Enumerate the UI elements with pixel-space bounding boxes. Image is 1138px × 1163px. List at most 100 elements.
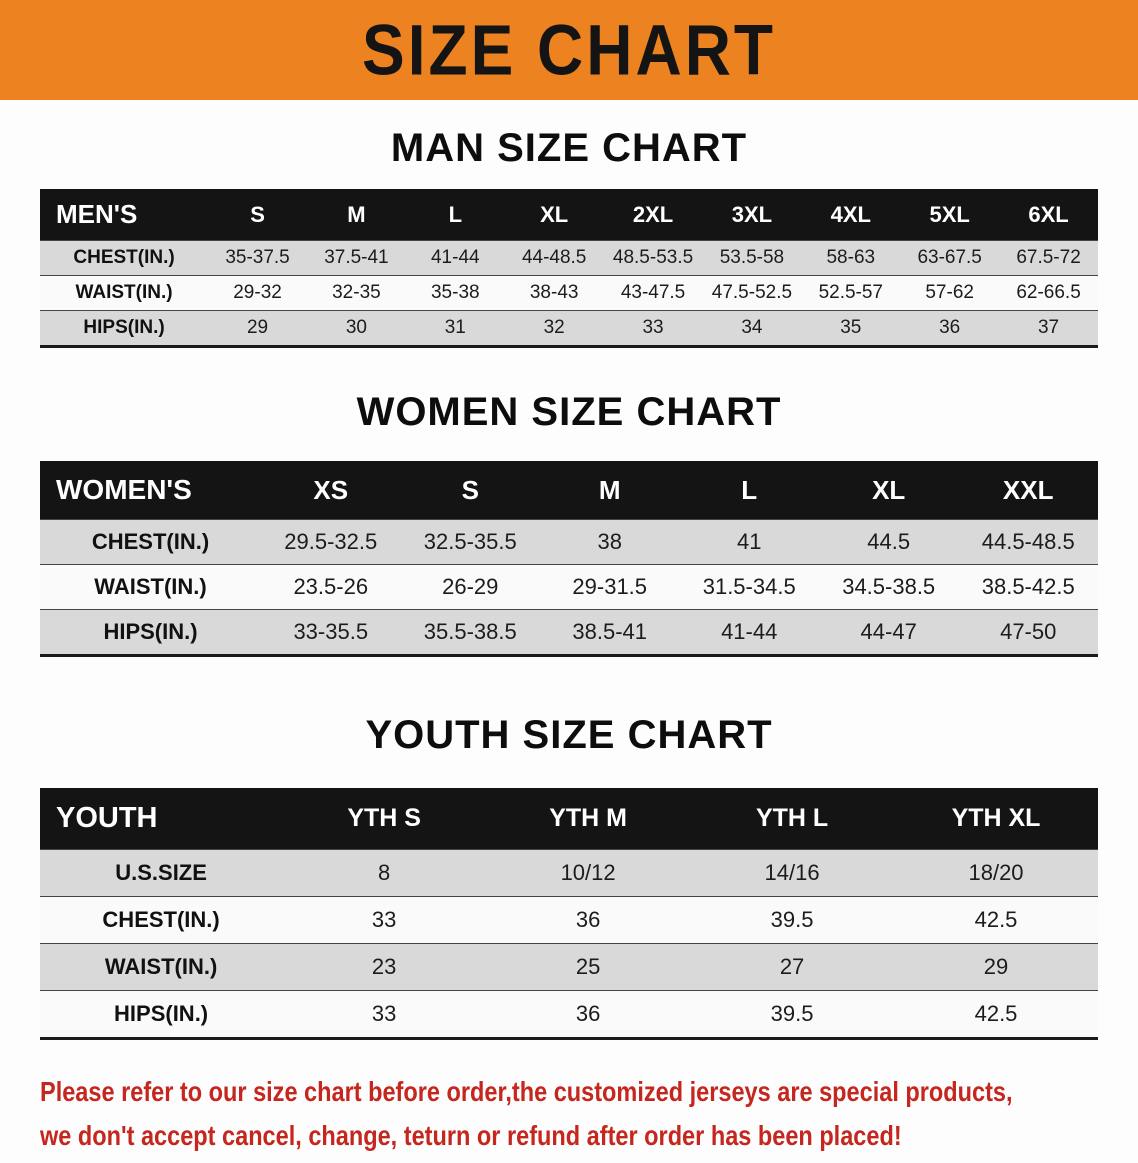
- youth-size-chart-section: YOUTH SIZE CHART YOUTH YTH S YTH M YTH L YTH …: [0, 713, 1138, 1040]
- value-cell: 18/20: [968, 860, 1024, 885]
- value-cell: 26-29: [442, 574, 499, 599]
- value-cell: 44-47: [860, 619, 917, 644]
- value-cell: 35.5-38.5: [423, 619, 517, 644]
- value-cell: 25: [575, 954, 601, 979]
- value-cell: 14/16: [764, 860, 820, 885]
- value-cell: 62-66.5: [1016, 282, 1081, 303]
- value-cell: 44-48.5: [521, 247, 587, 268]
- value-cell: 63-67.5: [917, 247, 982, 268]
- value-cell: 35: [840, 317, 862, 338]
- women-size-chart-section: WOMEN SIZE CHART WOMEN'S XS S M L XL XXL CHEST(I…: [0, 390, 1138, 657]
- value-cell: 44.5-48.5: [981, 529, 1075, 554]
- value-cell: 23: [371, 954, 397, 979]
- value-cell: 32-35: [332, 282, 381, 303]
- value-cell: 53.5-58: [719, 247, 785, 268]
- value-cell: 34: [741, 317, 763, 338]
- row-label-cell: CHEST(IN.): [73, 247, 175, 268]
- size-header-cell: XL: [872, 474, 906, 505]
- value-cell: 29: [983, 954, 1009, 979]
- size-header-cell: 4XL: [830, 201, 871, 227]
- value-cell: 29.5-32.5: [284, 529, 378, 554]
- size-header-cell: L: [741, 474, 758, 505]
- size-header-cell: 2XL: [632, 201, 674, 227]
- value-cell: 27: [779, 954, 805, 979]
- value-cell: 38-43: [529, 282, 579, 303]
- notice-line-2: we don't accept cancel, change, teturn o…: [40, 1120, 902, 1152]
- value-cell: 37: [1037, 317, 1060, 338]
- size-header-cell: YTH M: [549, 804, 627, 832]
- value-cell: 48.5-53.5: [612, 247, 694, 268]
- table-row: HIPS(IN.) 33 36 39.5 42.5: [40, 990, 1098, 1039]
- value-cell: 47-50: [1000, 619, 1057, 644]
- size-header-cell: XXL: [1002, 474, 1054, 505]
- value-cell: 52.5-57: [818, 282, 884, 303]
- size-header-cell: L: [448, 201, 463, 227]
- value-cell: 39.5: [770, 1001, 814, 1026]
- women-table-header-row: WOMEN'S XS S M L XL XXL: [40, 461, 1098, 520]
- row-label-cell: WAIST(IN.): [94, 574, 207, 599]
- men-section-heading: MAN SIZE CHART: [390, 126, 748, 170]
- size-header-cell: YTH S: [347, 804, 421, 832]
- row-label-cell: U.S.SIZE: [115, 860, 207, 885]
- size-header-cell: XS: [313, 474, 349, 505]
- size-header-cell: M: [598, 474, 621, 505]
- men-size-table: MEN'S S M L XL 2XL 3XL 4XL 5XL 6XL CHEST(IN.) 35-37…: [40, 189, 1098, 348]
- value-cell: 31: [444, 317, 466, 338]
- value-cell: 29-32: [233, 282, 282, 303]
- footer-notice: Please refer to our size chart before or…: [40, 1074, 1098, 1155]
- size-chart-sections: MAN SIZE CHART MEN'S S M L XL 2XL 3XL 4XL 5XL 6XL C…: [0, 126, 1138, 1040]
- banner: SIZE CHART: [0, 0, 1138, 100]
- value-cell: 42.5: [974, 907, 1018, 932]
- value-cell: 67.5-72: [1016, 247, 1081, 268]
- value-cell: 36: [575, 1001, 601, 1026]
- youth-section-heading: YOUTH SIZE CHART: [365, 713, 773, 757]
- value-cell: 39.5: [770, 907, 814, 932]
- row-label-cell: HIPS(IN.): [114, 1001, 209, 1026]
- table-row: U.S.SIZE 8 10/12 14/16 18/20: [40, 849, 1098, 897]
- men-table-header-row: MEN'S S M L XL 2XL 3XL 4XL 5XL 6XL: [40, 189, 1098, 241]
- value-cell: 35-37.5: [225, 247, 290, 268]
- row-label-cell: CHEST(IN.): [91, 529, 210, 554]
- table-row: WAIST(IN.) 23.5-26 26-29 29-31.5 31.5-34.5 34…: [40, 564, 1098, 610]
- women-table-title: WOMEN'S: [56, 474, 192, 505]
- value-cell: 33-35.5: [293, 619, 369, 644]
- value-cell: 44.5: [867, 529, 911, 554]
- table-row: CHEST(IN.) 35-37.5 37.5-41 41-44 44-48.5 48.5…: [40, 240, 1098, 276]
- value-cell: 33: [371, 1001, 397, 1026]
- value-cell: 42.5: [974, 1001, 1018, 1026]
- value-cell: 8: [378, 860, 391, 885]
- value-cell: 31.5-34.5: [702, 574, 796, 599]
- value-cell: 30: [345, 317, 367, 338]
- value-cell: 10/12: [560, 860, 616, 885]
- size-header-cell: XL: [540, 201, 569, 227]
- row-label-cell: WAIST(IN.): [104, 954, 218, 979]
- size-header-cell: 3XL: [731, 201, 773, 227]
- row-label-cell: WAIST(IN.): [75, 282, 173, 303]
- value-cell: 32: [543, 317, 565, 338]
- table-row: CHEST(IN.) 33 36 39.5 42.5: [40, 896, 1098, 944]
- value-cell: 58-63: [826, 247, 876, 268]
- value-cell: 47.5-52.5: [711, 282, 793, 303]
- row-label-cell: CHEST(IN.): [102, 907, 220, 932]
- value-cell: 38.5-42.5: [981, 574, 1075, 599]
- value-cell: 57-62: [925, 282, 974, 303]
- size-header-cell: 5XL: [929, 201, 970, 227]
- value-cell: 33: [371, 907, 397, 932]
- notice-line-1: Please refer to our size chart before or…: [40, 1076, 1013, 1107]
- value-cell: 37.5-41: [324, 247, 389, 268]
- value-cell: 35-38: [430, 282, 480, 303]
- page-title: SIZE CHART: [362, 9, 776, 91]
- table-row: WAIST(IN.) 29-32 32-35 35-38 38-43 43-47.5 47.…: [40, 275, 1098, 311]
- value-cell: 34.5-38.5: [842, 574, 936, 599]
- value-cell: 38: [597, 529, 622, 554]
- table-row: HIPS(IN.) 29 30 31 32 33 34 35 36 37: [40, 310, 1098, 347]
- men-table-title: MEN'S: [56, 199, 138, 229]
- value-cell: 23.5-26: [293, 574, 369, 599]
- size-header-cell: YTH L: [755, 804, 829, 832]
- value-cell: 33: [642, 317, 664, 338]
- youth-size-table: YOUTH YTH S YTH M YTH L YTH XL U.S.SIZE 8 10/12…: [40, 788, 1098, 1040]
- row-label-cell: HIPS(IN.): [103, 619, 198, 644]
- size-header-cell: M: [347, 201, 366, 227]
- value-cell: 29-31.5: [572, 574, 648, 599]
